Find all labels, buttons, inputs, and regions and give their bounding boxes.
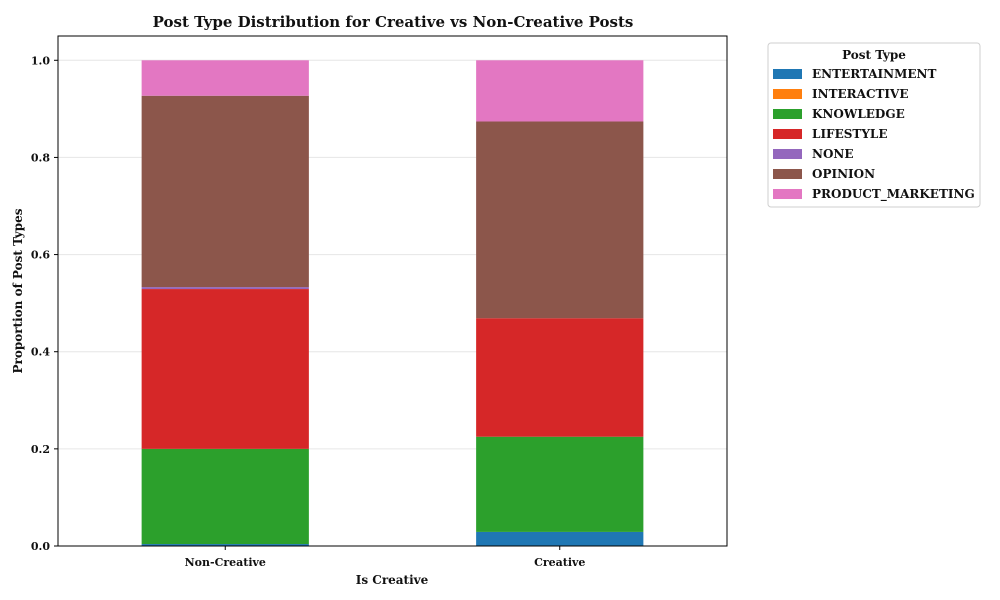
legend-entry: PRODUCT_MARKETING — [812, 187, 975, 202]
legend-entry: ENTERTAINMENT — [812, 67, 937, 81]
legend-swatch — [773, 109, 802, 119]
bar-segment-entertainment — [476, 531, 644, 546]
y-tick-label: 1.0 — [31, 54, 50, 67]
legend-swatch — [773, 129, 802, 139]
chart-title: Post Type Distribution for Creative vs N… — [153, 13, 634, 31]
y-axis-ticks: 0.0 0.2 0.4 0.6 0.8 1.0 — [31, 54, 58, 553]
y-axis-label: Proportion of Post Types — [11, 208, 25, 373]
bar-segment-none — [141, 287, 309, 290]
legend-entry: LIFESTYLE — [812, 127, 887, 141]
legend-entry: NONE — [812, 147, 854, 161]
bar-segment-product-marketing — [476, 60, 644, 122]
bars-group — [141, 60, 644, 546]
y-tick-label: 0.4 — [31, 346, 50, 359]
x-axis-ticks: Non-Creative Creative — [185, 546, 585, 569]
legend-swatch — [773, 69, 802, 79]
legend-swatch — [773, 149, 802, 159]
bar-segment-knowledge — [141, 448, 309, 545]
bar-segment-knowledge — [476, 436, 644, 532]
legend-swatch — [773, 89, 802, 99]
bar-segment-lifestyle — [476, 318, 644, 437]
plot-frame — [57, 35, 728, 547]
bar-segment-lifestyle — [141, 289, 309, 449]
bar-segment-opinion — [476, 121, 644, 319]
legend-title: Post Type — [842, 48, 906, 62]
y-tick-label: 0.0 — [31, 540, 50, 553]
bar-segment-opinion — [141, 95, 309, 288]
bar-segment-entertainment — [141, 544, 309, 546]
x-tick-label: Non-Creative — [185, 556, 266, 569]
legend-swatch — [773, 189, 802, 199]
x-axis-label: Is Creative — [356, 573, 429, 587]
legend: Post Type ENTERTAINMENT INTERACTIVE KNOWLE… — [767, 42, 981, 208]
y-tick-label: 0.8 — [31, 151, 50, 164]
y-tick-label: 0.2 — [31, 443, 50, 456]
x-tick-label: Creative — [534, 556, 585, 569]
legend-entry: OPINION — [812, 167, 875, 181]
legend-entry: KNOWLEDGE — [812, 107, 905, 121]
legend-entry: INTERACTIVE — [812, 87, 909, 101]
legend-items: ENTERTAINMENT INTERACTIVE KNOWLEDGE LIFESTY… — [773, 67, 975, 202]
legend-swatch — [773, 169, 802, 179]
legend-frame — [767, 42, 981, 208]
bar-segment-product-marketing — [141, 60, 309, 96]
y-tick-label: 0.6 — [31, 249, 50, 262]
